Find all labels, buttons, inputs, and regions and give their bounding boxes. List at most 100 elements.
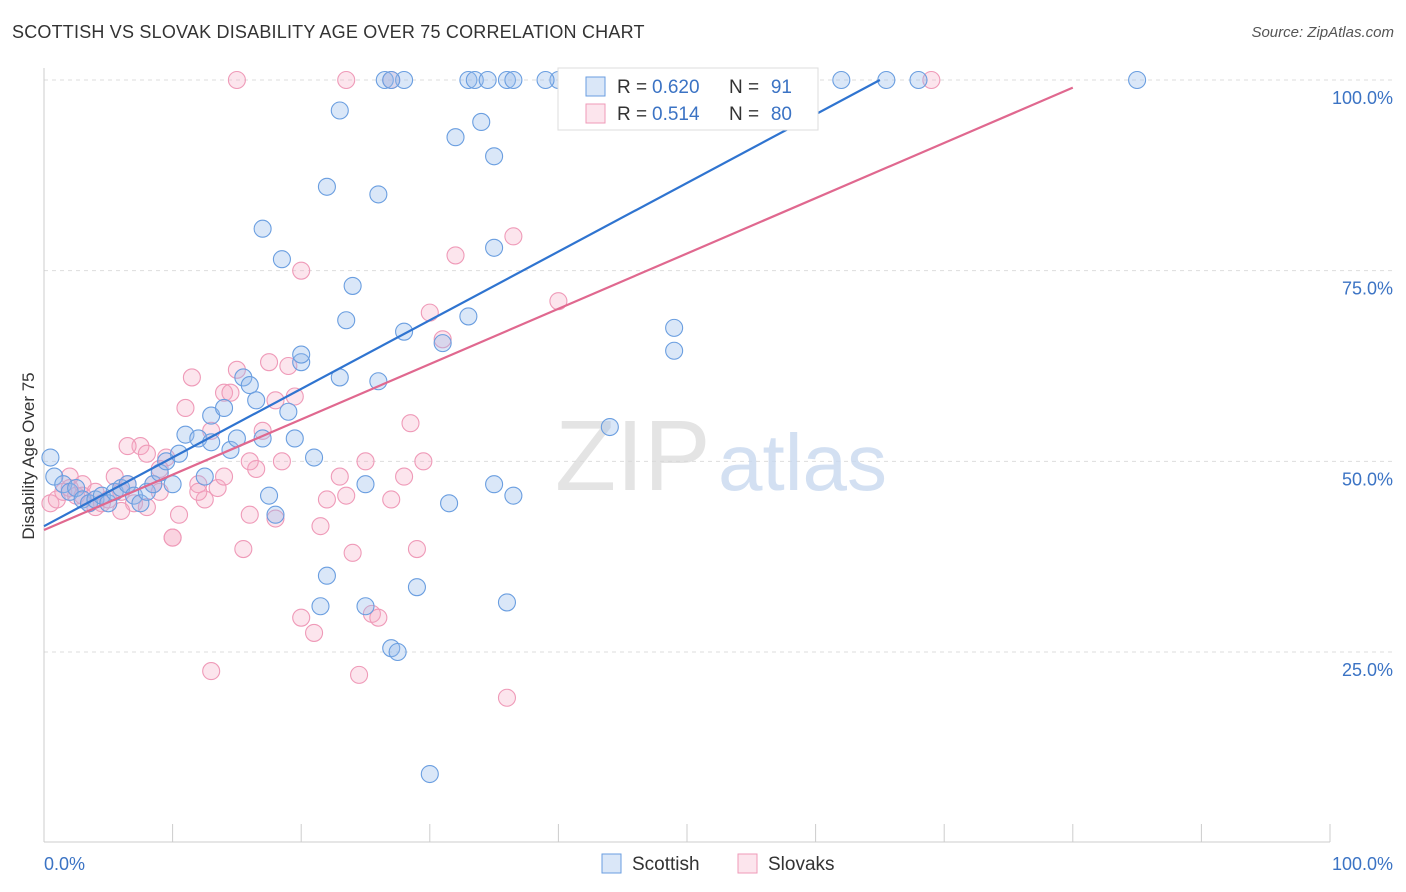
slovaks-point: [330, 467, 349, 486]
slovaks-point: [221, 383, 240, 402]
scottish-point: [497, 593, 517, 612]
legend-n-value: 80: [771, 104, 792, 125]
scottish-point: [234, 368, 253, 387]
slovaks-point: [272, 452, 291, 471]
scottish-point: [504, 70, 523, 90]
scottish-point: [195, 467, 214, 486]
watermark-zip: ZIP: [555, 400, 711, 512]
slovaks-point: [60, 467, 79, 486]
scottish-point: [272, 250, 291, 269]
slovaks-point: [369, 608, 388, 627]
scottish-point: [459, 70, 478, 90]
slovaks-point: [433, 330, 452, 349]
y-tick-label: 100.0%: [1332, 88, 1393, 108]
legend-r-label: R =: [617, 77, 647, 98]
scottish-point: [305, 448, 324, 467]
slovaks-point: [292, 261, 311, 280]
x-tick-label: 0.0%: [44, 854, 85, 874]
slovaks-point: [292, 608, 311, 627]
slovaks-point: [446, 246, 465, 265]
axes: [43, 68, 1331, 843]
slovaks-point: [227, 360, 246, 379]
legend-stats-box: R = 0.620 N = 91 R = 0.514 N = 80: [557, 67, 819, 131]
y-tick-labels: 25.0% 50.0% 75.0% 100.0%: [1332, 88, 1393, 680]
slovaks-point: [356, 452, 375, 471]
slovaks-point: [382, 490, 401, 509]
grid-lines: [44, 79, 1392, 653]
source-label: Source: ZipAtlas.com: [1251, 24, 1394, 41]
scottish-point: [259, 486, 279, 505]
scottish-point: [446, 128, 465, 147]
slovaks-point: [922, 70, 941, 90]
watermark-atlas: atlas: [718, 418, 887, 507]
scottish-point: [388, 642, 407, 662]
slovaks-point: [131, 437, 150, 456]
scottish-point: [472, 112, 491, 131]
scottish-trend-line: [43, 79, 881, 528]
slovaks-point: [259, 353, 279, 372]
y-tick-label: 25.0%: [1342, 660, 1393, 680]
chart-title: SCOTTISH VS SLOVAK DISABILITY AGE OVER 7…: [12, 22, 645, 42]
slovaks-point: [350, 665, 369, 684]
legend-n-label: N =: [729, 104, 759, 125]
scottish-point: [266, 505, 285, 524]
scottish-point: [485, 475, 504, 494]
y-tick-label: 50.0%: [1342, 469, 1393, 489]
y-tick-label: 75.0%: [1342, 279, 1393, 299]
slovaks-point: [137, 444, 156, 463]
scottish-point: [285, 429, 304, 448]
legend-r-label: R =: [617, 104, 647, 125]
legend-stats-swatch: [585, 76, 606, 97]
scottish-point: [369, 185, 388, 204]
slovaks-point: [234, 539, 253, 559]
slovaks-point: [343, 543, 362, 562]
slovaks-point: [214, 467, 234, 486]
legend-r-value: 0.514: [652, 104, 700, 125]
scottish-point: [343, 276, 362, 295]
slovaks-point: [208, 478, 227, 498]
scottish-point: [440, 494, 459, 513]
slovaks-point: [401, 414, 420, 433]
legend-series: Scottish Slovaks: [601, 853, 835, 875]
slovaks-point: [311, 517, 330, 536]
legend-label-slovaks: Slovaks: [768, 854, 835, 875]
scottish-point: [832, 70, 851, 90]
scottish-point: [41, 448, 60, 467]
scottish-point: [465, 70, 484, 90]
scottish-point: [240, 376, 259, 395]
scottish-point: [330, 101, 349, 120]
legend-stats-bg: [557, 67, 819, 131]
legend-n-value: 91: [771, 77, 792, 98]
x-tick-labels: 0.0% 100.0%: [44, 854, 1393, 874]
scottish-point: [478, 70, 497, 90]
scottish-point: [292, 353, 311, 372]
slovaks-point: [305, 623, 324, 642]
slovaks-point: [504, 227, 523, 246]
scottish-point: [356, 475, 375, 494]
scottish-point: [247, 391, 266, 410]
slovaks-point: [176, 398, 195, 417]
slovaks-point: [227, 70, 246, 90]
legend-r-value: 0.620: [652, 77, 700, 98]
x-tick-label: 100.0%: [1332, 854, 1393, 874]
scottish-point: [485, 238, 504, 257]
slovaks-point: [266, 509, 285, 528]
scottish-point: [67, 478, 86, 498]
scottish-point: [877, 70, 896, 90]
slovaks-point: [189, 482, 208, 501]
scottish-point: [279, 402, 298, 421]
scottish-point: [317, 566, 336, 585]
scottish-point: [382, 70, 401, 90]
slovaks-trend-line: [43, 86, 1074, 531]
scottish-point: [1128, 70, 1147, 90]
trend-lines: [43, 79, 1074, 531]
slovaks-point: [189, 475, 208, 494]
legend-label-scottish: Scottish: [632, 854, 700, 875]
legend-swatch-scottish: [601, 853, 622, 874]
scottish-point: [459, 307, 478, 326]
scottish-point: [375, 70, 394, 90]
slovaks-point: [214, 383, 234, 402]
scottish-point: [395, 70, 414, 90]
slovaks-point: [240, 452, 259, 471]
